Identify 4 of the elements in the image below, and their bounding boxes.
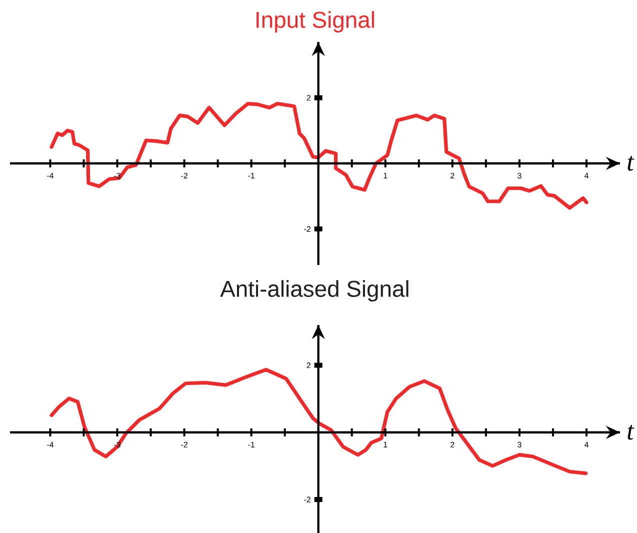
x-axis-title: t [628, 156, 634, 171]
x-axis-title: t [628, 424, 634, 440]
chart-title: Input Signal [256, 11, 374, 33]
chart-title: Anti-aliased Signal [220, 280, 408, 302]
